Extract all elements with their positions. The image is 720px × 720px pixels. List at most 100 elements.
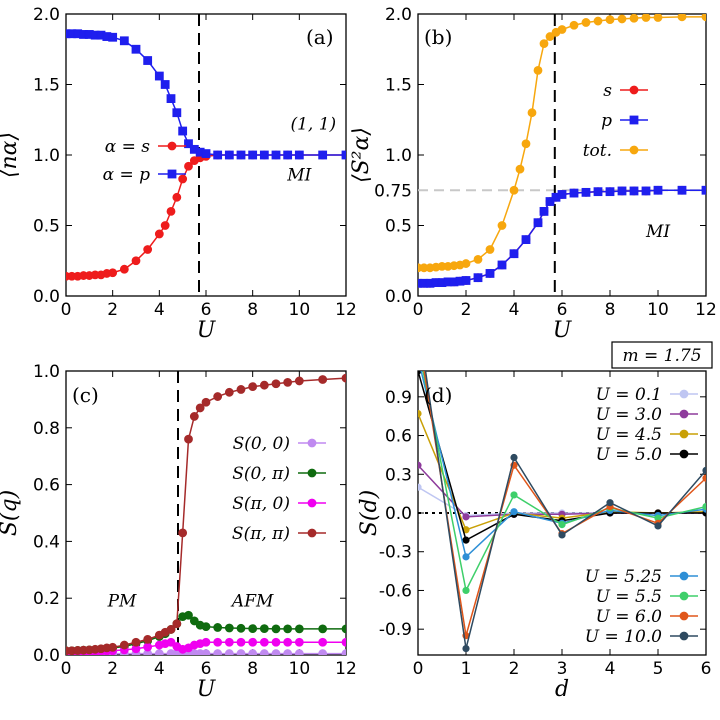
legend-marker bbox=[629, 115, 639, 125]
data-point bbox=[166, 637, 176, 647]
legend-marker bbox=[629, 85, 639, 95]
data-point bbox=[131, 637, 141, 647]
data-point bbox=[259, 637, 269, 647]
legend-marker bbox=[679, 409, 689, 419]
data-point bbox=[702, 466, 706, 474]
x-axis-label: U bbox=[197, 318, 217, 343]
legend-marker bbox=[307, 528, 317, 538]
x-tick-label: 0 bbox=[413, 300, 424, 320]
data-point bbox=[201, 649, 211, 655]
data-point bbox=[283, 637, 293, 647]
data-point bbox=[143, 634, 153, 644]
data-point bbox=[341, 150, 346, 160]
x-tick-label: 2 bbox=[107, 659, 118, 679]
data-point bbox=[172, 619, 182, 629]
data-point bbox=[462, 644, 470, 653]
data-point bbox=[341, 649, 346, 655]
data-point bbox=[236, 150, 246, 160]
y-axis-label: ⟨nα⟩ bbox=[0, 132, 22, 178]
data-point bbox=[533, 218, 543, 228]
data-point bbox=[213, 150, 223, 160]
x-tick-label: 12 bbox=[335, 659, 357, 679]
y-tick-label: 1.5 bbox=[33, 76, 60, 96]
data-point bbox=[224, 649, 234, 655]
legend-label: U = 3.0 bbox=[596, 405, 663, 425]
data-point bbox=[184, 434, 193, 444]
y-tick-label: 0.0 bbox=[385, 287, 412, 307]
data-point bbox=[653, 14, 663, 22]
plot-content bbox=[66, 14, 346, 296]
y-tick-label: 1.0 bbox=[385, 146, 412, 166]
legend-marker bbox=[679, 429, 689, 439]
data-point bbox=[569, 20, 579, 30]
data-point bbox=[213, 637, 223, 647]
x-tick-label: 1 bbox=[461, 659, 472, 679]
y-tick-label: 0.3 bbox=[385, 465, 412, 485]
x-tick-label: 0 bbox=[61, 659, 72, 679]
x-tick-label: 10 bbox=[647, 300, 669, 320]
data-point bbox=[539, 39, 549, 49]
y-axis-label: S(q) bbox=[0, 490, 22, 536]
data-point bbox=[184, 139, 193, 149]
panel-b: 0 2 4 6 8 10 12 0.0 0.5 0.75 1.0 1.5 2.0 (b) U ⟨S²α⟩ MI s… bbox=[349, 5, 717, 343]
legend-marker bbox=[307, 438, 317, 448]
legend-label: U = 6.0 bbox=[596, 607, 663, 627]
x-tick-label: 6 bbox=[557, 300, 568, 320]
data-point bbox=[259, 150, 269, 160]
data-point bbox=[318, 375, 328, 384]
data-point bbox=[172, 108, 182, 118]
data-point bbox=[154, 71, 164, 81]
data-point bbox=[178, 528, 188, 538]
data-point bbox=[283, 649, 293, 655]
data-point bbox=[461, 276, 471, 285]
legend-label: tot. bbox=[583, 141, 612, 161]
data-point bbox=[184, 610, 193, 620]
x-tick-label: 10 bbox=[289, 300, 311, 320]
data-point bbox=[271, 379, 281, 389]
data-point bbox=[497, 221, 507, 230]
panel-a: 0 2 4 6 8 10 12 0.0 0.5 1.0 1.5 2.0 (a) U ⟨nα⟩ (1, 1) MI… bbox=[0, 5, 357, 343]
data-point bbox=[510, 453, 518, 462]
x-tick-label: 8 bbox=[247, 659, 258, 679]
x-tick-label: 12 bbox=[335, 300, 357, 320]
data-point bbox=[259, 649, 269, 655]
data-point bbox=[701, 185, 706, 195]
y-tick-label: 0.5 bbox=[385, 217, 412, 237]
data-point bbox=[166, 94, 176, 103]
parameter-box: m = 1.75 bbox=[611, 341, 713, 369]
data-point bbox=[521, 139, 531, 149]
data-point bbox=[201, 637, 211, 647]
data-point bbox=[617, 186, 627, 196]
data-point bbox=[108, 32, 118, 42]
y-tick-label: 0.9 bbox=[385, 388, 412, 408]
y-tick-label: 2.0 bbox=[33, 5, 60, 25]
legend-label: α = s bbox=[105, 137, 151, 157]
data-point bbox=[283, 624, 293, 634]
data-point bbox=[341, 373, 346, 383]
x-tick-label: 8 bbox=[247, 300, 258, 320]
x-tick-label: 10 bbox=[289, 659, 311, 679]
data-point bbox=[119, 36, 129, 46]
x-tick-label: 2 bbox=[509, 659, 520, 679]
legend-marker bbox=[679, 631, 689, 641]
data-point bbox=[248, 649, 258, 655]
x-tick-label: 4 bbox=[509, 300, 520, 320]
y-tick-label: 0.75 bbox=[374, 181, 412, 201]
x-axis-label: U bbox=[553, 318, 573, 343]
data-point bbox=[224, 150, 234, 160]
data-point bbox=[702, 502, 706, 511]
data-point bbox=[418, 410, 422, 418]
data-point bbox=[462, 536, 470, 544]
legend: sp tot. bbox=[583, 81, 648, 161]
data-point bbox=[160, 221, 170, 230]
data-point bbox=[702, 474, 706, 482]
legend-label: U = 10.0 bbox=[585, 627, 662, 647]
data-point bbox=[418, 461, 422, 469]
legend-label: s bbox=[603, 81, 612, 101]
data-point bbox=[201, 397, 211, 407]
panel-label: (b) bbox=[424, 25, 452, 49]
data-point bbox=[224, 387, 234, 397]
data-point bbox=[224, 623, 234, 633]
y-axis-label: ⟨S²α⟩ bbox=[349, 127, 374, 183]
legend: U = 0.1U = 3.0U = 4.5U = 5.0U = 5.25U = … bbox=[585, 385, 698, 647]
